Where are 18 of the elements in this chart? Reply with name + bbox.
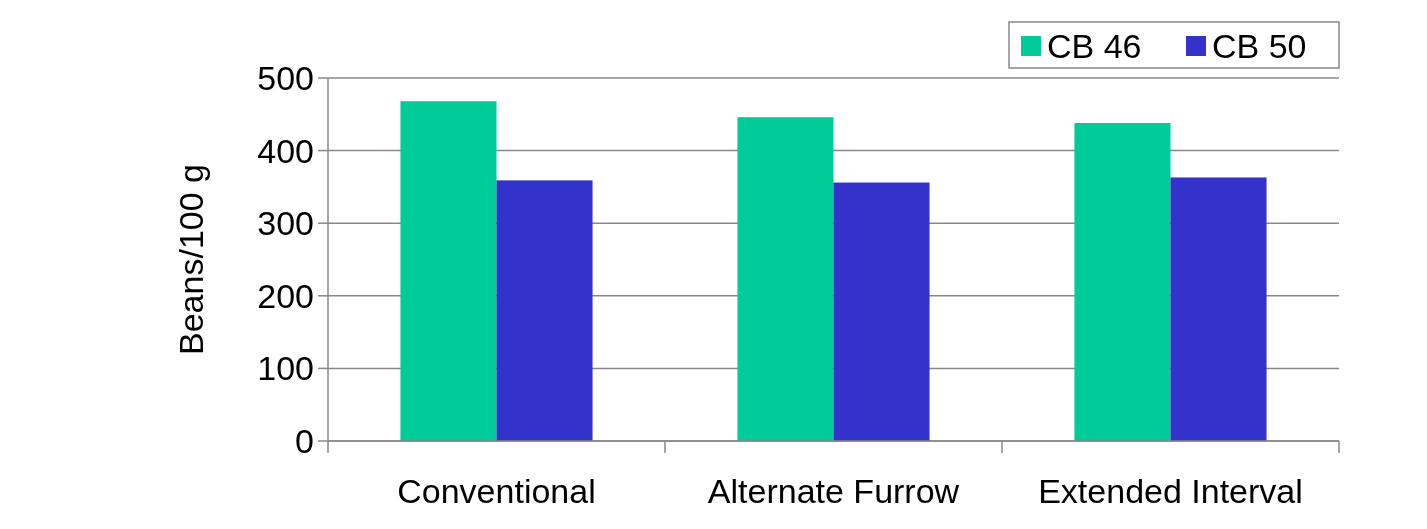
bar [1170, 177, 1267, 441]
y-tick-label: 200 [257, 276, 314, 315]
bar [1074, 123, 1171, 441]
y-tick-label: 0 [295, 421, 314, 460]
bar [833, 182, 930, 441]
legend-label: CB 46 [1047, 26, 1142, 65]
y-tick-label: 400 [257, 131, 314, 170]
legend-label: CB 50 [1212, 26, 1307, 65]
y-tick-label: 100 [257, 349, 314, 388]
y-axis-title: Beans/100 g [172, 164, 210, 355]
y-tick-label: 300 [257, 204, 314, 243]
x-tick-label: Extended Interval [1038, 472, 1303, 510]
bar [496, 180, 593, 441]
x-tick-label: Conventional [397, 472, 596, 510]
bar [400, 101, 497, 441]
x-tick-label: Alternate Furrow [707, 472, 960, 510]
bar [737, 117, 834, 441]
y-tick-label: 500 [257, 58, 314, 97]
